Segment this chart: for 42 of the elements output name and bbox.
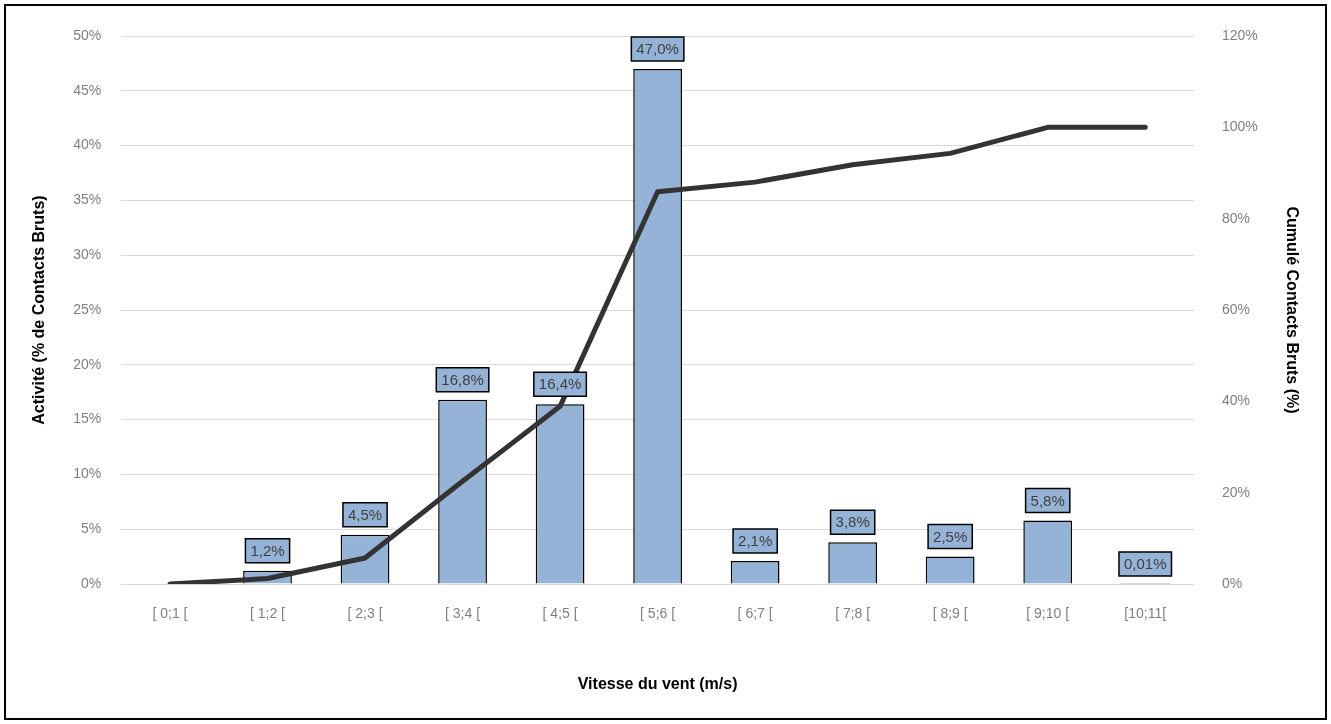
- x-tick-label: [ 2;3 [: [347, 605, 383, 622]
- x-tick-label: [ 8;9 [: [932, 605, 968, 622]
- x-tick-label: [ 5;6 [: [640, 605, 676, 622]
- y-tick-label: 20%: [73, 355, 102, 372]
- y-tick-label: 0%: [80, 574, 102, 591]
- data-label: 2,5%: [933, 527, 968, 545]
- y-tick-label: 15%: [73, 410, 102, 427]
- y2-tick-label: 20%: [1221, 483, 1251, 500]
- data-label: 3,8%: [835, 513, 870, 531]
- data-label: 2,1%: [738, 532, 773, 550]
- x-tick-label: [ 9;10 [: [1026, 605, 1070, 622]
- y-tick-label: 30%: [73, 246, 102, 263]
- x-axis-title: Vitesse du vent (m/s): [577, 674, 738, 692]
- y2-axis-title: Cumulé Contacts Bruts (%): [1283, 206, 1301, 414]
- y-tick-label: 5%: [80, 520, 102, 537]
- data-label: 0,01%: [1123, 555, 1167, 573]
- y2-tick-label: 60%: [1221, 300, 1251, 317]
- y2-tick-label: 0%: [1221, 574, 1243, 591]
- data-label: 1,2%: [250, 541, 285, 559]
- data-label: 4,5%: [347, 505, 383, 523]
- x-tick-label: [ 6;7 [: [737, 605, 773, 622]
- data-label: 16,4%: [538, 375, 582, 393]
- y2-tick-label: 120%: [1221, 26, 1258, 43]
- y-tick-label: 35%: [73, 191, 102, 208]
- x-tick-label: [ 7;8 [: [835, 605, 871, 622]
- data-label: 47,0%: [636, 40, 679, 58]
- x-tick-label: [ 3;4 [: [445, 605, 481, 622]
- y-tick-label: 25%: [73, 300, 102, 317]
- y-axis-title: Activité (% de Contacts Bruts): [30, 195, 48, 425]
- data-label: 5,8%: [1030, 491, 1065, 509]
- y-tick-label: 10%: [73, 465, 102, 482]
- y2-tick-label: 100%: [1221, 118, 1258, 135]
- y-tick-label: 45%: [73, 81, 102, 98]
- data-label: 16,8%: [441, 371, 484, 389]
- y2-tick-label: 40%: [1221, 392, 1251, 409]
- x-tick-label: [ 0;1 [: [152, 605, 188, 622]
- x-tick-label: [10;11[: [1124, 605, 1167, 622]
- y-tick-label: 40%: [73, 136, 102, 153]
- y2-tick-label: 80%: [1221, 209, 1251, 226]
- x-tick-label: [ 4;5 [: [542, 605, 578, 622]
- x-tick-label: [ 1;2 [: [249, 605, 286, 622]
- y-tick-label: 50%: [73, 26, 102, 43]
